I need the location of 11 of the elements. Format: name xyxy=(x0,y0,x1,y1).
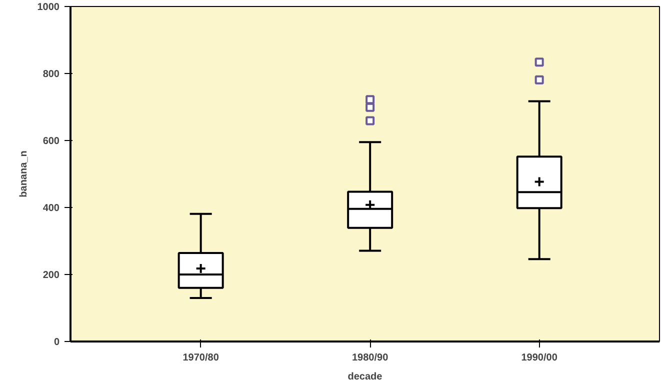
y-axis-title: banana_n xyxy=(18,150,30,198)
y-tick-label: 200 xyxy=(42,270,60,281)
y-tick-label: 600 xyxy=(42,136,60,147)
x-tick-label: 1970/80 xyxy=(182,352,220,364)
y-tick-label: 1000 xyxy=(37,2,60,13)
y-tick-label: 800 xyxy=(42,69,60,80)
x-axis-title: decade xyxy=(348,372,383,382)
x-tick-label: 1990/00 xyxy=(521,352,558,364)
y-tick-label: 400 xyxy=(42,203,60,214)
y-tick-label: 0 xyxy=(54,337,60,348)
x-tick-label: 1980/90 xyxy=(352,352,389,364)
